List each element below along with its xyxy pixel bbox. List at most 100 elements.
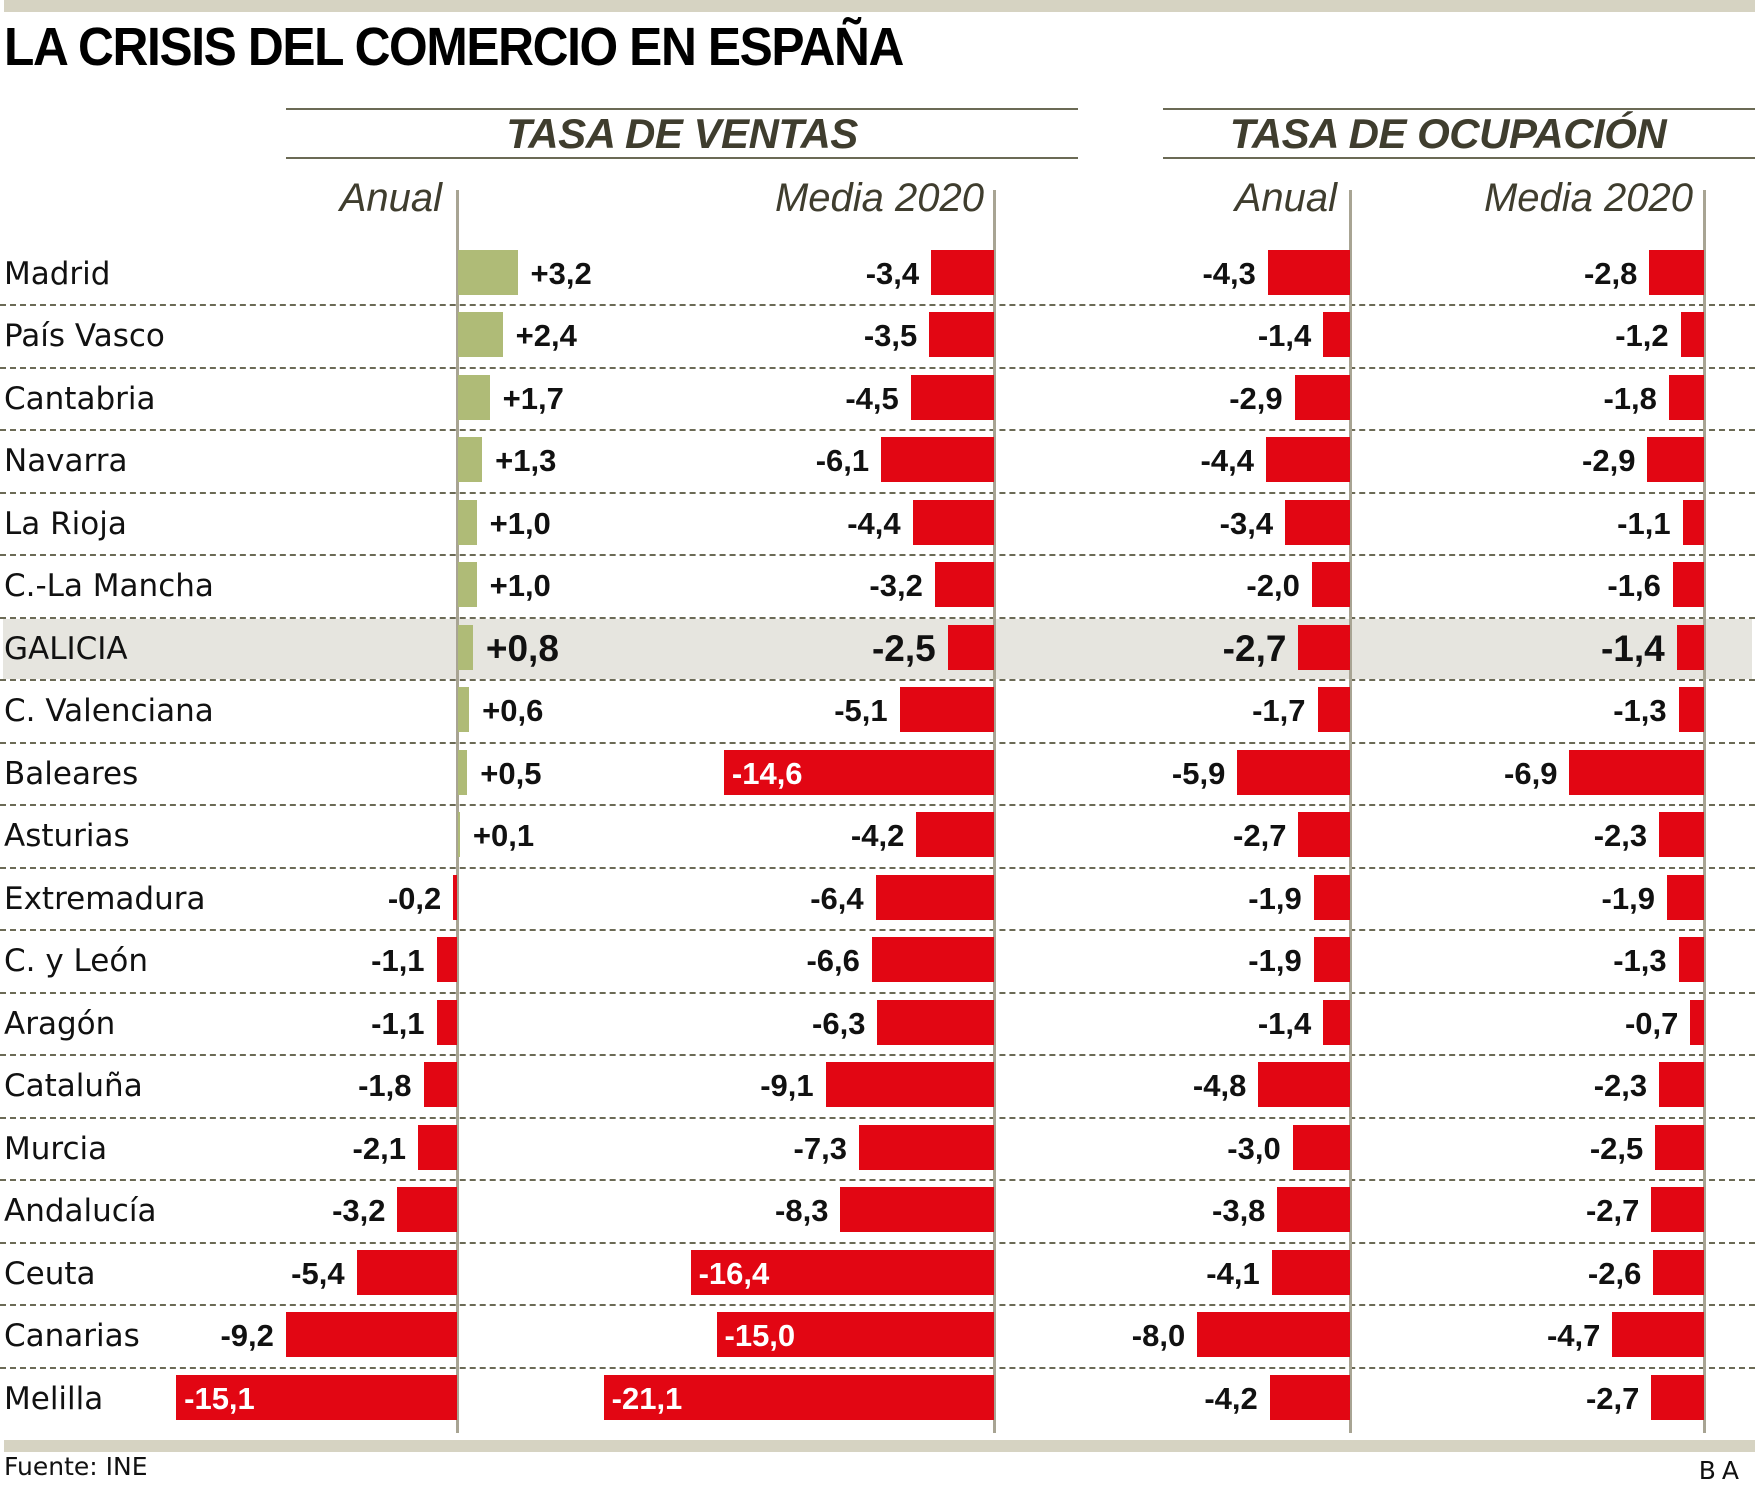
bar-ventas-anual <box>423 1062 457 1107</box>
bar-ocupacion-media <box>1653 1249 1704 1295</box>
bar-ventas-media <box>690 1249 994 1295</box>
value-label: -3,5 <box>863 318 918 353</box>
bar-ocupacion-media <box>1651 1187 1704 1232</box>
bar-ventas-media <box>929 312 994 357</box>
region-label: Navarra <box>4 443 128 479</box>
value-label: -2,3 <box>1593 818 1648 853</box>
bar-ocupacion-media <box>1690 999 1704 1045</box>
row-separator <box>0 741 1755 744</box>
region-label: Canarias <box>4 1318 140 1354</box>
value-label: -2,7 <box>1585 1380 1640 1416</box>
region-label: Asturias <box>4 818 130 854</box>
value-label: -4,8 <box>1192 1068 1247 1103</box>
region-label: Cataluña <box>4 1068 143 1104</box>
region-label: País Vasco <box>4 318 165 354</box>
value-label: -2,8 <box>1583 255 1638 291</box>
bar-ocupacion-media <box>1682 499 1704 545</box>
value-label: -6,9 <box>1504 755 1558 791</box>
bar-ventas-anual <box>458 374 490 420</box>
value-label: -2,7 <box>1585 1193 1640 1228</box>
ventas-header-bottom-rule <box>286 157 1078 159</box>
value-label: -2,3 <box>1593 1068 1648 1103</box>
bar-ocupacion-anual <box>1313 874 1350 920</box>
value-label: -5,1 <box>834 693 888 728</box>
ocupacion-header-bottom-rule <box>1163 157 1755 159</box>
value-label: +0,5 <box>480 755 542 791</box>
row-separator <box>0 304 1755 306</box>
bar-ventas-media <box>881 437 994 482</box>
bar-ventas-media <box>723 749 994 795</box>
bar-ventas-anual <box>417 1124 457 1170</box>
bar-ocupacion-anual <box>1294 374 1350 420</box>
value-label: -2,7 <box>1233 818 1287 853</box>
row-separator <box>0 616 1755 619</box>
ventas-header-top-rule <box>286 108 1078 110</box>
region-label: C.-La Mancha <box>4 568 214 604</box>
row-separator <box>0 429 1755 431</box>
bar-ocupacion-media <box>1676 624 1704 670</box>
value-label: -3,2 <box>869 568 923 603</box>
bar-ventas-anual <box>458 624 473 670</box>
region-label: GALICIA <box>4 630 128 667</box>
bar-ocupacion-media <box>1651 1374 1704 1420</box>
value-label: -1,4 <box>1257 1005 1312 1041</box>
subhead-ocupacion-media: Media 2020 <box>1483 176 1693 220</box>
bar-ocupacion-media <box>1678 687 1704 732</box>
bar-ventas-media <box>916 812 994 857</box>
value-label: -6,1 <box>815 443 870 478</box>
bar-ocupacion-media <box>1680 312 1704 357</box>
bar-ventas-media <box>716 1312 994 1357</box>
bar-ventas-anual <box>176 1374 457 1420</box>
region-label: Aragón <box>4 1005 116 1042</box>
value-label: +2,4 <box>515 318 577 353</box>
bar-ventas-anual <box>458 749 468 795</box>
value-label: -1,8 <box>358 1068 412 1103</box>
value-label: +0,6 <box>482 693 544 728</box>
bar-ocupacion-anual <box>1317 687 1350 732</box>
bar-ocupacion-media <box>1649 249 1704 295</box>
value-label: -3,4 <box>1219 505 1274 541</box>
value-label: -15,0 <box>724 1318 796 1353</box>
value-label: -3,2 <box>332 1193 386 1228</box>
zero-axis-3 <box>1703 190 1706 1433</box>
subhead-ventas-media: Media 2020 <box>774 176 984 220</box>
bar-ventas-anual <box>458 562 477 607</box>
value-label: -4,3 <box>1202 255 1256 291</box>
value-label: -1,7 <box>1252 693 1306 728</box>
region-label: Andalucía <box>4 1193 157 1229</box>
bar-ocupacion-media <box>1678 937 1704 982</box>
bar-ocupacion-anual <box>1197 1312 1350 1357</box>
bar-ventas-anual <box>453 874 457 920</box>
bar-ocupacion-anual <box>1285 499 1350 545</box>
value-label: -1,3 <box>1613 693 1667 728</box>
value-label: -4,1 <box>1206 1255 1260 1291</box>
bar-ocupacion-anual <box>1298 812 1350 857</box>
region-label: Baleares <box>4 755 139 792</box>
region-label: Cantabria <box>4 380 156 417</box>
bar-ocupacion-media <box>1655 1124 1704 1170</box>
bar-ocupacion-media <box>1668 374 1704 420</box>
bar-ventas-anual <box>458 437 483 482</box>
value-label: -3,4 <box>865 255 920 291</box>
bar-ventas-media <box>899 687 994 732</box>
value-label: -5,4 <box>291 1255 345 1291</box>
value-label: -1,2 <box>1615 318 1669 353</box>
value-label: -9,2 <box>220 1318 274 1353</box>
row-separator <box>0 866 1755 869</box>
bar-ventas-media <box>840 1187 994 1232</box>
value-label: -1,4 <box>1600 627 1665 669</box>
value-label: -2,0 <box>1246 568 1300 603</box>
value-label: -3,0 <box>1227 1130 1281 1166</box>
value-label: -1,9 <box>1248 880 1302 916</box>
value-label: +1,7 <box>502 380 564 416</box>
row-separator <box>0 1304 1755 1306</box>
value-label: -5,9 <box>1171 755 1226 791</box>
bar-ocupacion-anual <box>1313 937 1350 982</box>
bar-ventas-anual <box>436 999 457 1045</box>
value-label: +3,2 <box>530 255 592 291</box>
region-label: Extremadura <box>4 880 206 917</box>
value-label: -2,9 <box>1582 443 1636 478</box>
bar-ocupacion-anual <box>1258 1062 1350 1107</box>
zero-axis-0 <box>456 190 459 1433</box>
value-label: -15,1 <box>184 1380 255 1416</box>
